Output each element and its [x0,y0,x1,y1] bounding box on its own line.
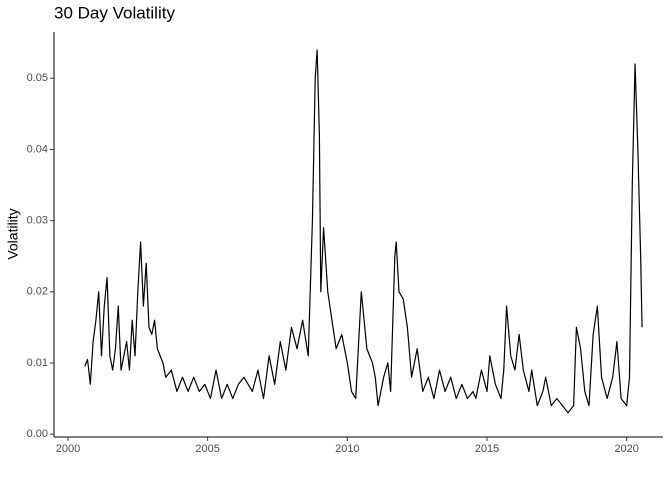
y-axis-label: Volatility [5,208,21,259]
x-tick-label: 2000 [56,443,80,455]
x-tick-label: 2020 [614,443,638,455]
chart-title: 30 Day Volatility [54,3,175,22]
y-tick-label: 0.03 [27,215,48,227]
x-tick-label: 2005 [195,443,219,455]
y-tick-label: 0.05 [27,72,48,84]
y-tick-label: 0.01 [27,357,48,369]
y-tick-label: 0.04 [27,143,48,155]
x-tick-label: 2010 [335,443,359,455]
y-tick-label: 0.00 [27,428,48,440]
volatility-line [84,49,643,414]
x-tick-label: 2015 [475,443,499,455]
y-tick-label: 0.02 [27,286,48,298]
